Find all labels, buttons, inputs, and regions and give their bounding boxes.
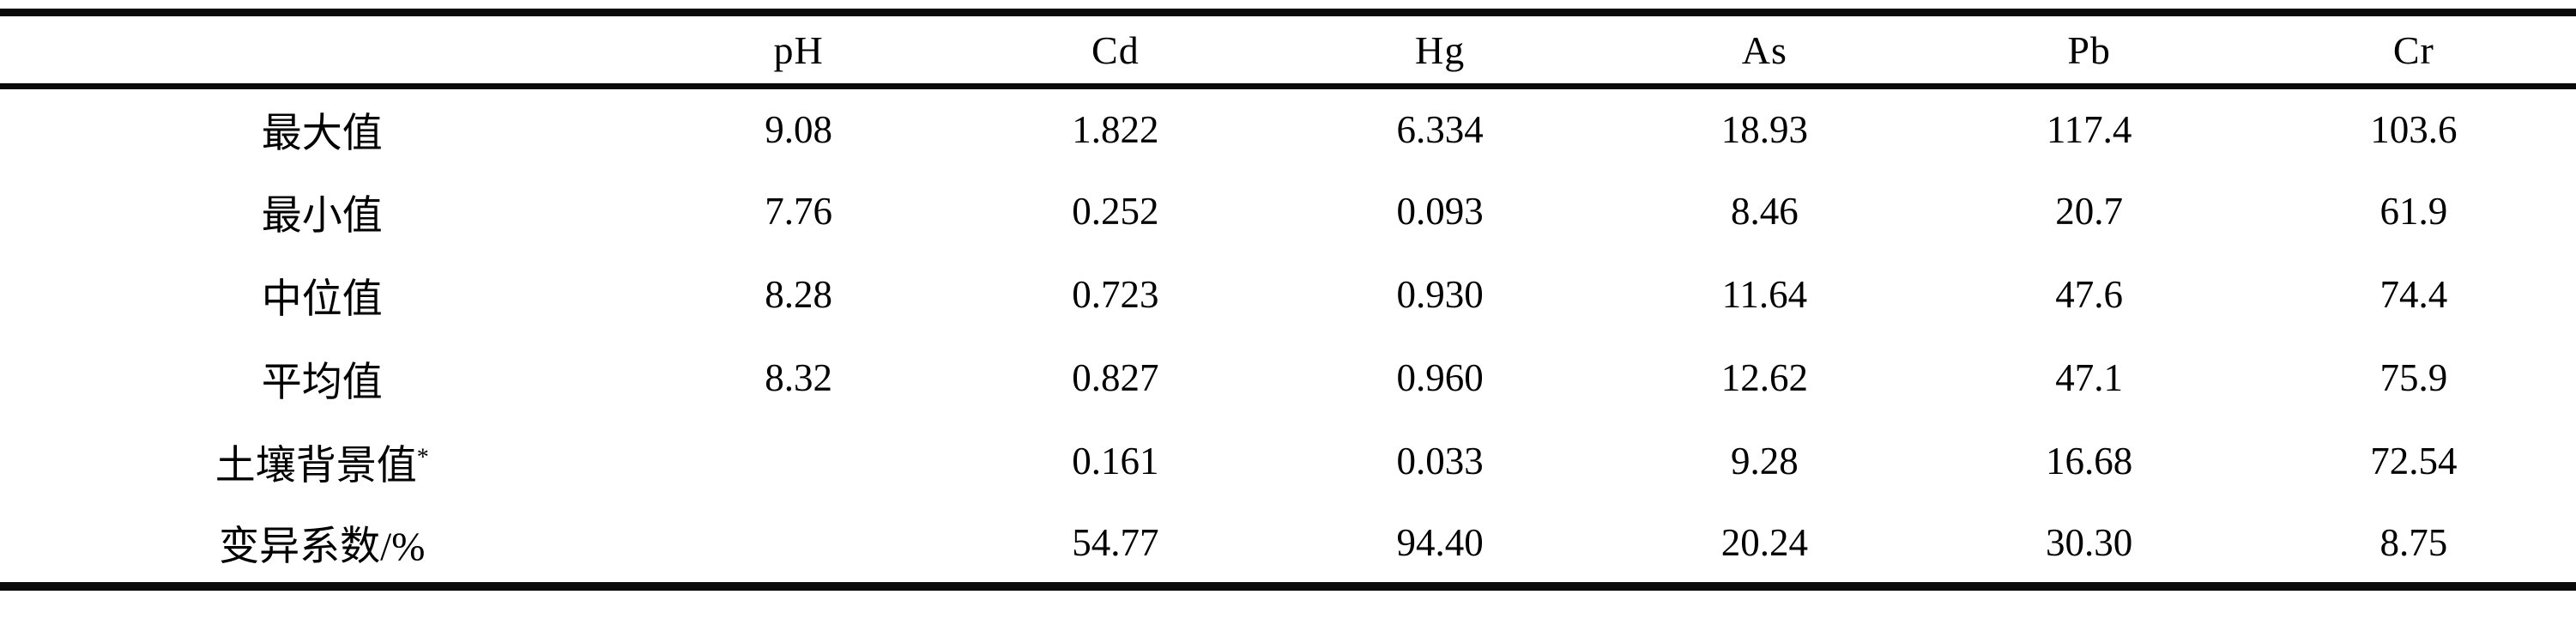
table-row: 最大值 9.08 1.822 6.334 18.93 117.4 103.6 <box>0 87 2576 170</box>
table-row: 最小值 7.76 0.252 0.093 8.46 20.7 61.9 <box>0 170 2576 253</box>
cell-value: 0.930 <box>1396 273 1484 316</box>
cell-value: 47.1 <box>2055 356 2123 399</box>
soil-statistics-table: pH Cd Hg As Pb Cr 最大值 9.08 1.822 6.334 18.93 117.4… <box>0 9 2576 591</box>
cell-value: 117.4 <box>2046 107 2132 151</box>
cell-value: 72.54 <box>2370 440 2458 482</box>
column-header-empty <box>0 13 644 87</box>
cell-value: 20.7 <box>2055 190 2123 233</box>
table-row: 变异系数/% 54.77 94.40 20.24 30.30 8.75 <box>0 503 2576 586</box>
column-header-ph: pH <box>773 27 824 72</box>
cell-value: 12.62 <box>1720 356 1808 399</box>
cell-value: 6.334 <box>1396 107 1484 151</box>
cell-value: 94.40 <box>1396 520 1484 564</box>
cell-value: 103.6 <box>2370 107 2458 151</box>
cell-value: 8.75 <box>2379 520 2448 564</box>
cell-value <box>644 503 953 586</box>
cell-value: 74.4 <box>2379 273 2448 316</box>
table-body: 最大值 9.08 1.822 6.334 18.93 117.4 103.6 最小值 7.76 0… <box>0 87 2576 586</box>
cell-value: 16.68 <box>2045 440 2133 482</box>
cell-value: 1.822 <box>1072 107 1159 151</box>
cell-value: 0.723 <box>1072 273 1159 316</box>
column-header-cd: Cd <box>1091 27 1140 72</box>
table-row: 平均值 8.32 0.827 0.960 12.62 47.1 75.9 <box>0 337 2576 420</box>
cell-value: 75.9 <box>2379 356 2448 399</box>
cell-value: 61.9 <box>2379 190 2448 233</box>
cell-value: 0.161 <box>1072 440 1159 482</box>
row-label: 变异系数/% <box>219 525 426 569</box>
cell-value: 7.76 <box>765 190 832 233</box>
table-row: 中位值 8.28 0.723 0.930 11.64 47.6 74.4 <box>0 253 2576 337</box>
header-row: pH Cd Hg As Pb Cr <box>0 13 2576 87</box>
cell-value: 9.28 <box>1730 440 1799 482</box>
cell-value <box>644 420 953 503</box>
row-label: 最小值 <box>261 193 383 239</box>
cell-value: 18.93 <box>1720 107 1808 151</box>
column-header-as: As <box>1741 27 1787 72</box>
cell-value: 8.32 <box>765 356 832 399</box>
cell-value: 47.6 <box>2055 273 2123 316</box>
cell-value: 0.827 <box>1072 356 1159 399</box>
cell-value: 0.093 <box>1396 190 1484 233</box>
column-header-pb: Pb <box>2067 27 2111 72</box>
cell-value: 54.77 <box>1072 520 1159 564</box>
cell-value: 8.46 <box>1730 190 1799 233</box>
column-header-cr: Cr <box>2392 27 2434 72</box>
table-row: 土壤背景值* 0.161 0.033 9.28 16.68 72.54 <box>0 420 2576 503</box>
cell-value: 0.960 <box>1396 356 1484 399</box>
cell-value: 20.24 <box>1720 520 1808 564</box>
cell-value: 0.252 <box>1072 190 1159 233</box>
cell-value: 11.64 <box>1721 273 1808 316</box>
row-label: 中位值 <box>261 276 383 322</box>
cell-value: 8.28 <box>765 273 832 316</box>
row-label: 最大值 <box>261 112 383 157</box>
cell-value: 30.30 <box>2045 520 2133 564</box>
column-header-hg: Hg <box>1414 27 1466 72</box>
cell-value: 9.08 <box>765 107 832 151</box>
row-label: 土壤背景值* <box>215 443 429 489</box>
superscript-asterisk: * <box>416 443 429 470</box>
row-label: 平均值 <box>261 360 383 405</box>
cell-value: 0.033 <box>1396 440 1484 482</box>
